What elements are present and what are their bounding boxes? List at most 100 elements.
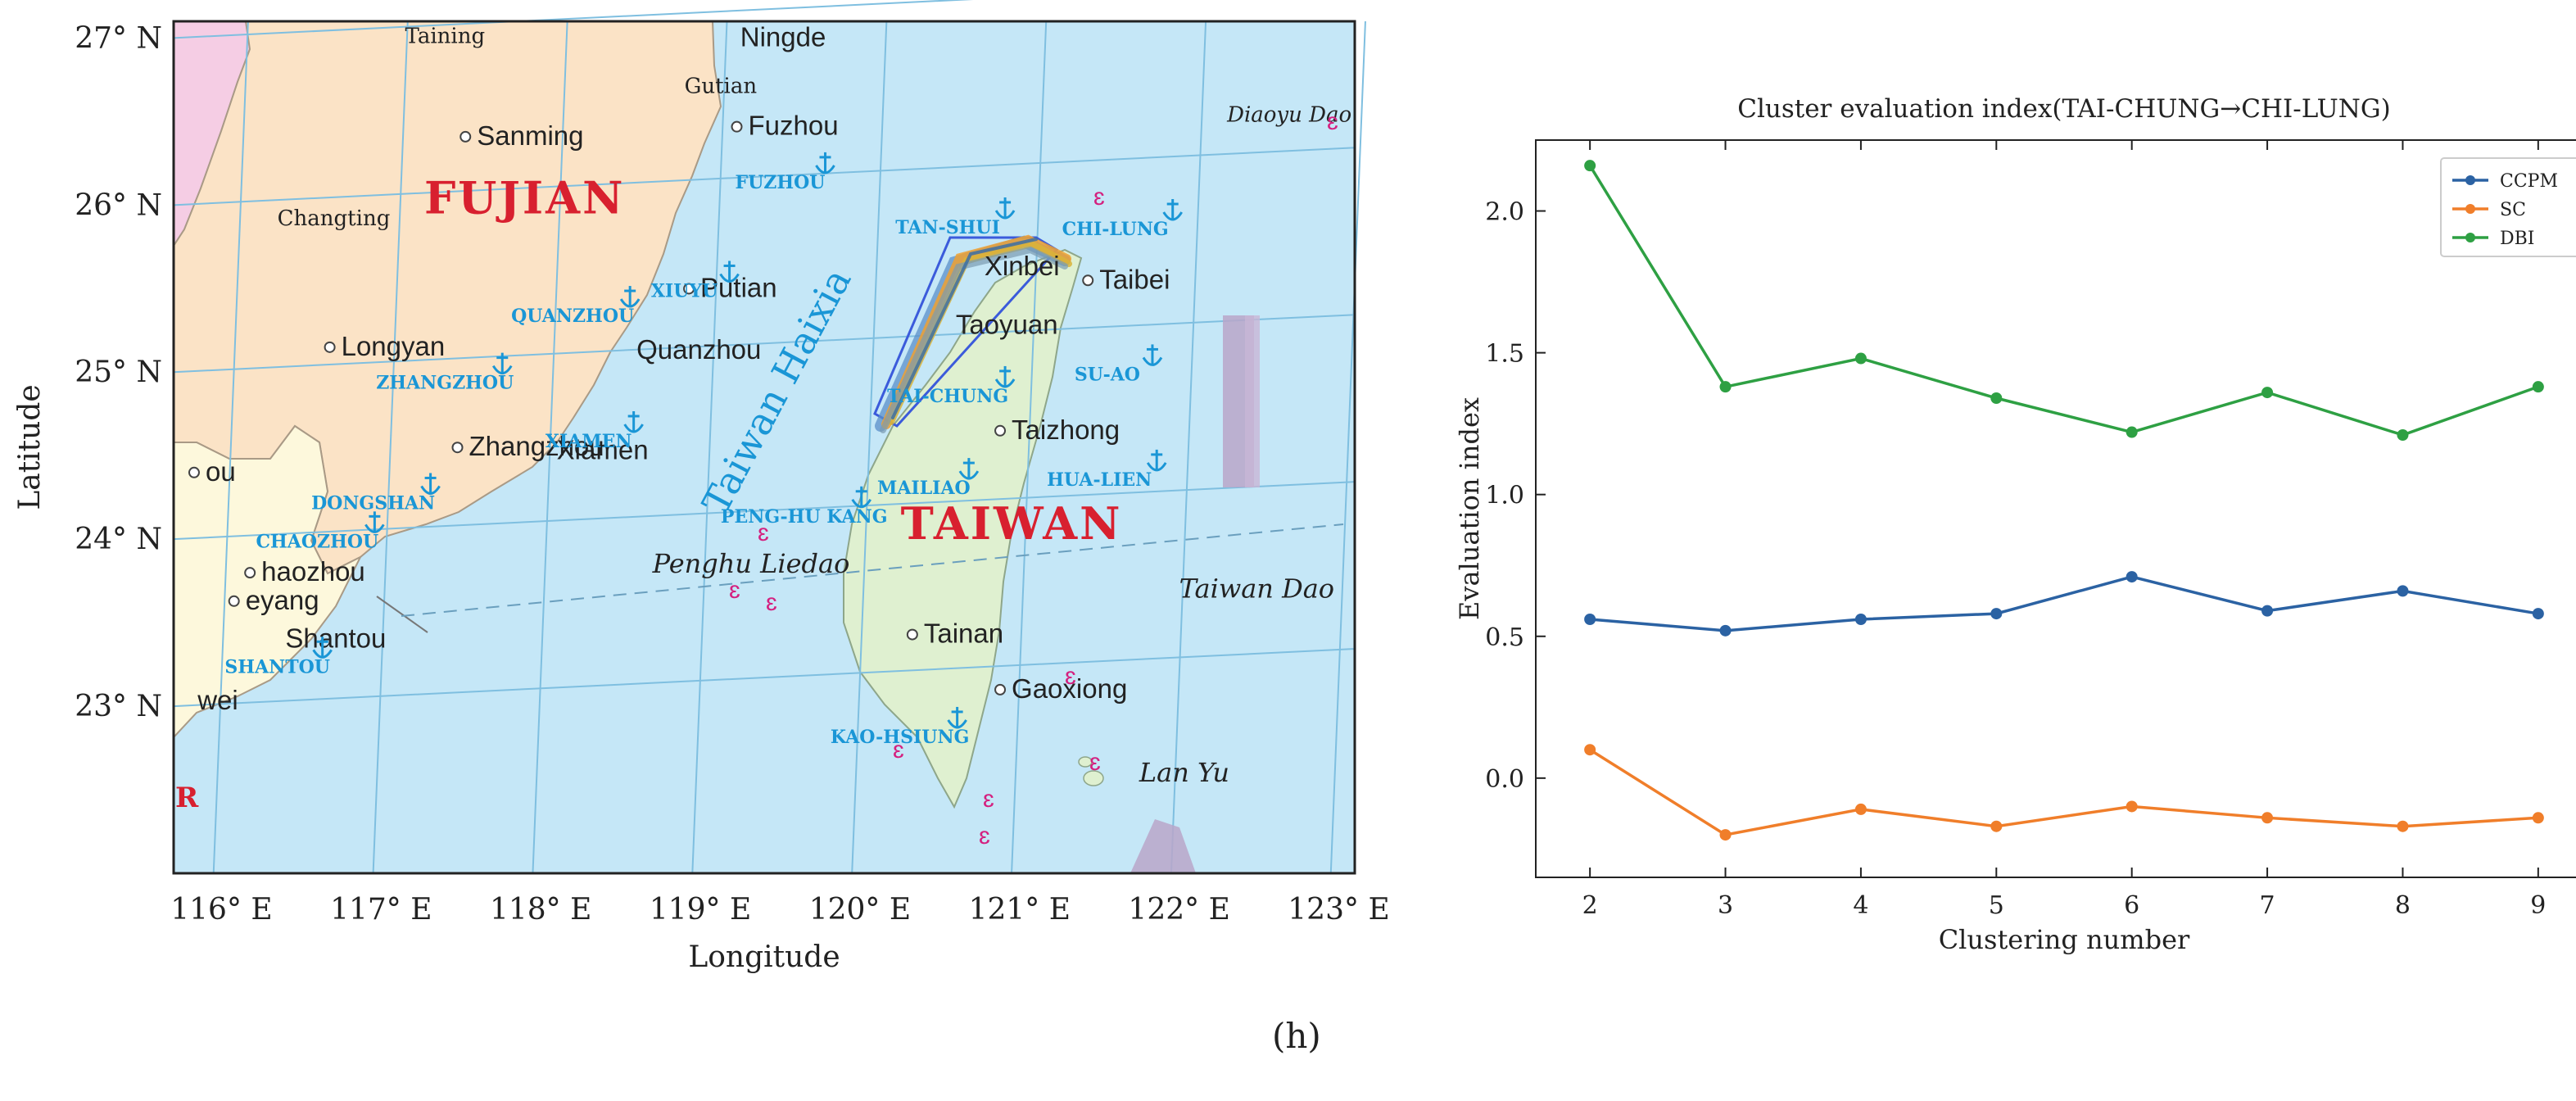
- city-label: Quanzhou: [636, 334, 761, 365]
- city-label: Sanming: [477, 120, 583, 151]
- island-marker: ɛ: [766, 589, 777, 616]
- port-label: XIUYU: [651, 280, 718, 301]
- lat-tick-label: 25° N: [75, 356, 162, 389]
- dashed-boundary: [401, 523, 1344, 617]
- port-label: FUZHOU: [735, 172, 825, 193]
- port-label: TAI-CHUNG: [887, 386, 1008, 407]
- island-marker: ɛ: [729, 577, 740, 604]
- city-label: Fuzhou: [749, 111, 839, 141]
- city-label: Xiamen: [557, 434, 649, 464]
- legend-label: SC: [2500, 200, 2526, 220]
- series-line-sc: [1589, 748, 2538, 836]
- anchor-icon: [958, 458, 980, 480]
- lon-tick-label: 120° E: [809, 893, 911, 927]
- anchor-icon: [1162, 199, 1183, 221]
- port-label: MAILIAO: [877, 478, 971, 499]
- sea-label: Diaoyu Dao: [1226, 102, 1351, 127]
- map-xlabel: Longitude: [688, 940, 840, 974]
- data-point-sc: [1990, 820, 2003, 832]
- anchor-icon: [719, 261, 740, 283]
- city-label: ou: [206, 456, 236, 487]
- data-point-dbi: [2261, 387, 2274, 399]
- y-tick-label: 2.0: [1485, 198, 1524, 227]
- series-line-ccpm: [1590, 575, 2539, 632]
- chart-legend: CCPM SC DBI: [2440, 157, 2576, 257]
- data-point-ccpm: [1854, 614, 1867, 625]
- lon-tick-label: 123° E: [1288, 893, 1389, 927]
- data-point-dbi: [1584, 160, 1596, 172]
- port-label: KAO-HSIUNG: [831, 727, 969, 748]
- port-label: DONGSHAN: [311, 492, 435, 514]
- data-point-dbi: [2397, 429, 2409, 441]
- sea-label: Taiwan Dao: [1179, 573, 1334, 605]
- island-marker: ɛ: [758, 519, 769, 546]
- y-tick-label: 0.5: [1485, 623, 1524, 652]
- y-tick-label: 0.0: [1485, 765, 1524, 794]
- lat-tick-label: 26° N: [75, 188, 162, 222]
- anchor-icon: [851, 486, 871, 509]
- lat-tick-label: 24° N: [75, 523, 162, 556]
- city-marker: [244, 567, 256, 579]
- anchor-icon: [623, 411, 644, 433]
- city-label: Putian: [700, 272, 777, 302]
- data-point-ccpm: [1719, 624, 1732, 637]
- data-point-sc: [1584, 744, 1596, 756]
- city-marker: [731, 120, 743, 133]
- chart-title: Cluster evaluation index(TAI-CHUNG→CHI-L…: [1737, 94, 2391, 124]
- anchor-icon: [420, 473, 441, 495]
- sea-label: Lan Yu: [1139, 757, 1229, 788]
- lon-tick-label: 122° E: [1128, 893, 1229, 927]
- lon-tick-label: 116° E: [170, 893, 272, 927]
- island-marker: ɛ: [1089, 749, 1101, 776]
- guangdong-area: [174, 424, 363, 739]
- lat-tick-label: 23° N: [75, 690, 162, 723]
- city-marker: [460, 130, 472, 143]
- data-point-dbi: [1719, 381, 1732, 393]
- anchor-icon: [994, 365, 1016, 388]
- lon-tick-label: 117° E: [330, 893, 432, 927]
- city-label: Gaoxiong: [1012, 673, 1127, 704]
- data-point-sc: [1854, 803, 1867, 815]
- city-marker: [188, 466, 200, 478]
- legend-label: DBI: [2500, 229, 2535, 249]
- parallel-line: [173, 147, 1356, 206]
- port-label: QUANZHOU: [511, 306, 634, 327]
- y-tick-label: 1.0: [1485, 482, 1524, 510]
- data-point-ccpm: [1584, 614, 1596, 625]
- x-tick-label: 3: [1718, 891, 1733, 920]
- meridian-line: [212, 20, 249, 874]
- region-label: FUJIAN: [424, 172, 626, 224]
- anchor-icon: [947, 706, 967, 729]
- boundary-line: [376, 596, 428, 633]
- anchor-icon: [491, 352, 513, 375]
- meridian-line: [691, 20, 728, 874]
- lon-tick-label: 119° E: [650, 893, 751, 927]
- data-point-sc: [1719, 829, 1732, 841]
- data-point-sc: [2126, 800, 2138, 813]
- y-tick-label: 1.5: [1485, 340, 1524, 369]
- port-label: CHAOZHOU: [256, 531, 379, 552]
- city-label: Xinbei: [985, 251, 1060, 281]
- city-marker: [994, 683, 1007, 695]
- series-line-dbi: [1588, 165, 2539, 437]
- island-marker: ɛ: [979, 822, 990, 850]
- map-frame: [172, 20, 1356, 875]
- city-label: Taining: [405, 25, 486, 49]
- city-marker: [1082, 274, 1094, 287]
- x-tick-label: 6: [2124, 891, 2139, 920]
- city-label: Shantou: [285, 623, 386, 654]
- city-label: Taizhong: [1012, 415, 1120, 445]
- data-point-ccpm: [2126, 571, 2138, 583]
- data-point-sc: [2397, 820, 2409, 832]
- anchor-icon: [1146, 449, 1167, 472]
- parallel-line: [173, 314, 1356, 374]
- island-marker: ɛ: [1327, 108, 1338, 135]
- port-label: PENG-HU KANG: [721, 506, 888, 528]
- region-label: TAIWAN: [901, 497, 1123, 550]
- island-marker: ɛ: [983, 786, 994, 813]
- data-point-dbi: [2532, 381, 2544, 393]
- graticule: [173, 0, 1366, 874]
- anchor-icon: [1142, 344, 1163, 366]
- data-point-ccpm: [1990, 608, 2003, 620]
- port-label: TAN-SHUI: [895, 217, 1000, 238]
